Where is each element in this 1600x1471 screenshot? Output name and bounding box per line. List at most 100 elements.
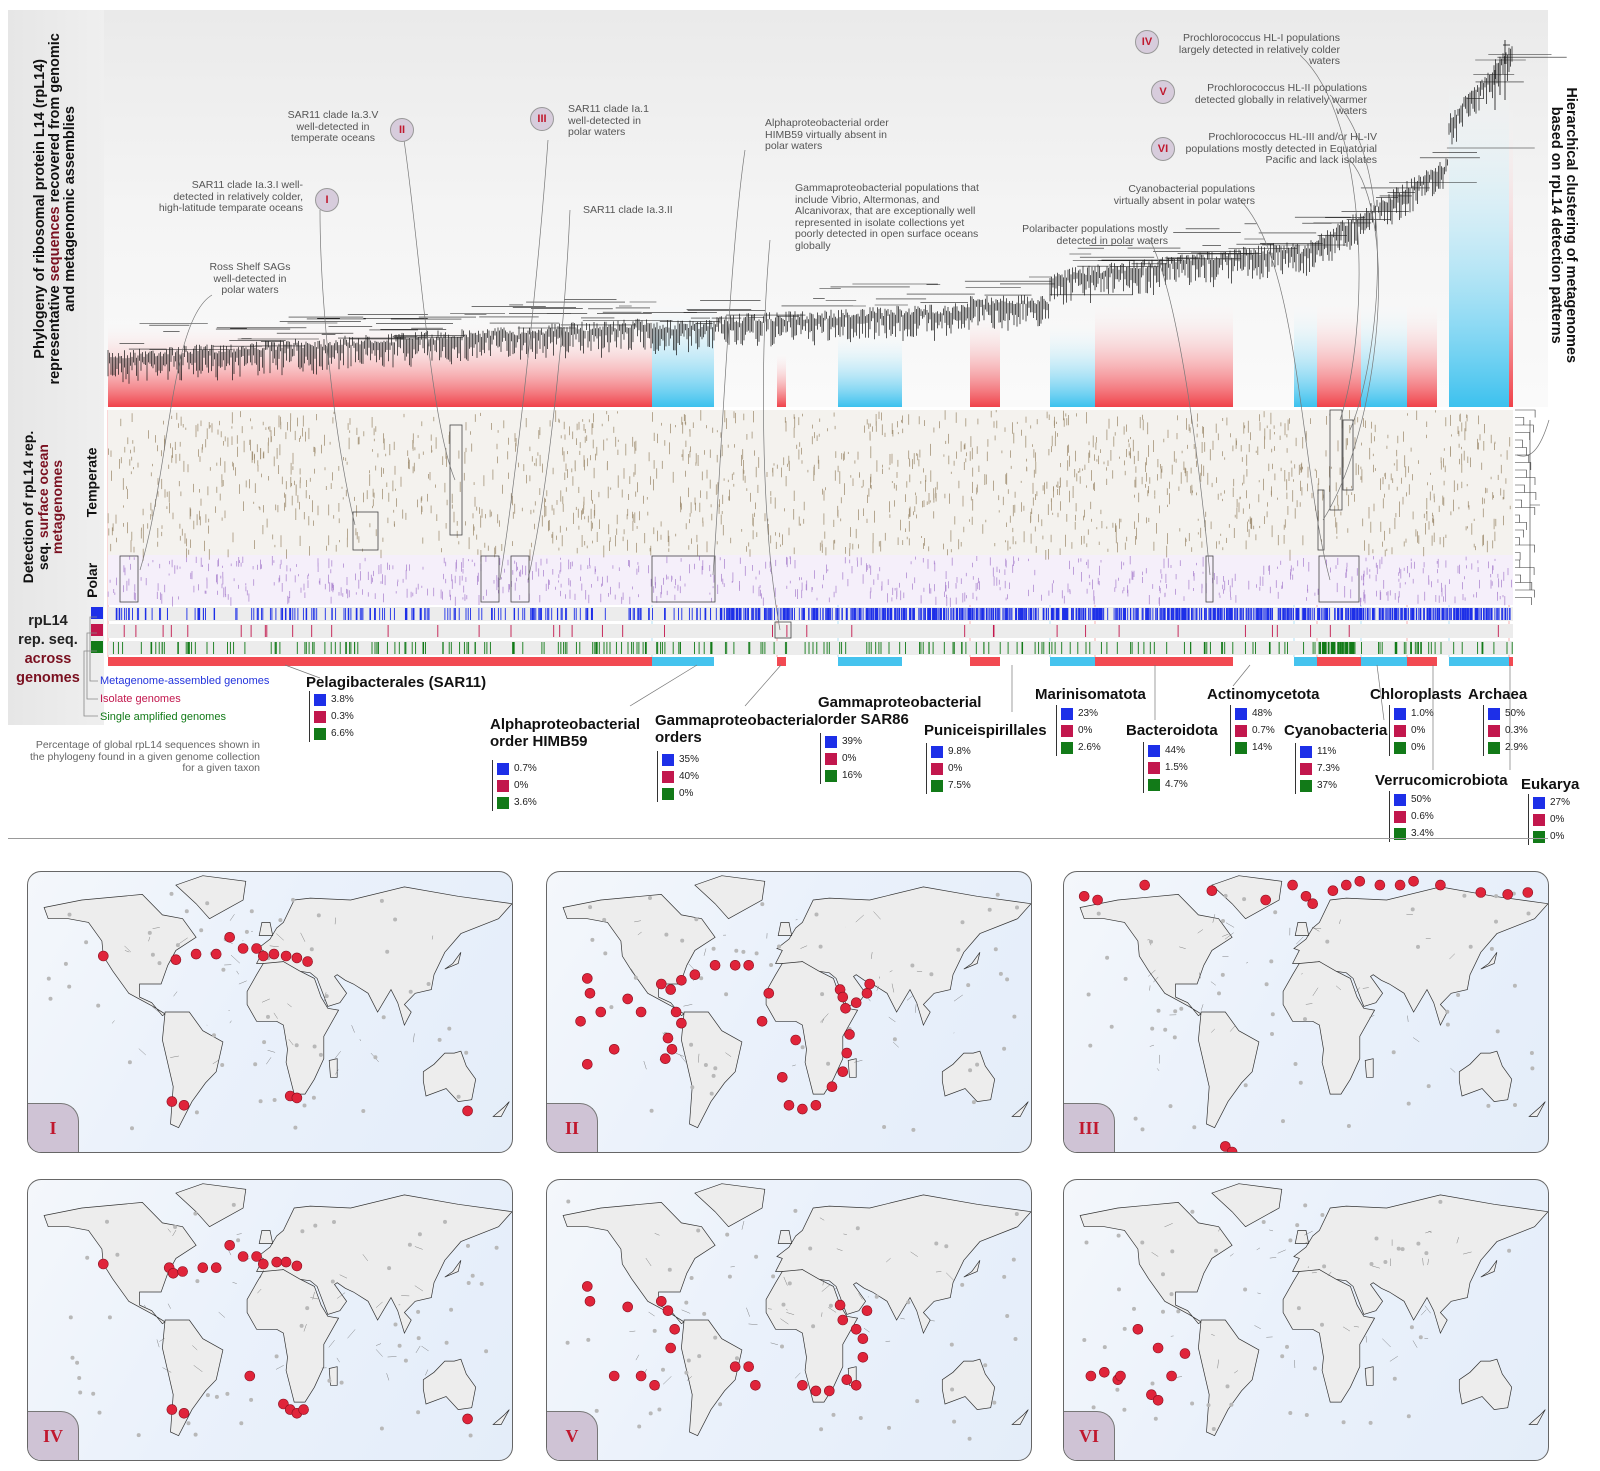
detection-site [840,1003,851,1014]
detection-site [244,1370,256,1382]
marker-I: I [315,188,339,212]
world-map-IV [43,1183,512,1438]
taxon-stats-verrucomicrobiota: 50% 0.6% 3.4% [1389,791,1434,842]
annotation-clade-Ia3V: SAR11 clade Ia.3.V well-detected in temp… [287,109,379,145]
rep-seq-line1: rpL14 [28,613,68,629]
detection-site [291,1260,303,1272]
detection-site [837,1066,849,1077]
detection-site [756,1016,768,1027]
legend-sag: Single amplified genomes [100,711,226,723]
detection-site [797,1103,808,1115]
detection-site [850,997,862,1008]
detection-site [841,1047,853,1059]
taxon-label-archaea: Archaea [1468,686,1528,703]
detection-site [237,943,249,954]
detection-site [864,978,876,990]
detection-site [224,1240,235,1251]
rep-seq-line4: genomes [16,670,80,686]
detection-site [850,1324,862,1335]
map-label-VI: VI [1064,1411,1115,1460]
annotation-clade-Ia1: SAR11 clade Ia.1 well-detected in polar … [568,103,649,139]
map-panel-III: III [1063,871,1549,1153]
detection-site [729,1361,741,1372]
taxon-label-actinomycetota: Actinomycetota [1207,686,1320,703]
detection-site [595,1006,607,1018]
highlight-box-IV [1329,409,1343,511]
detection-site [291,952,303,964]
map-label-II: II [547,1103,598,1152]
annotation-clade-Ia3II: SAR11 clade Ia.3.II [583,204,673,216]
detection-site [584,988,596,999]
taxon-stats-archaea: 50% 0.3% 2.9% [1483,705,1528,756]
detection-site [197,1262,209,1273]
taxon-stats-chloroplasts: 1.0% 0% 0% [1389,705,1434,756]
map-panel-I: I [27,871,513,1153]
detection-site [1152,1342,1164,1354]
detection-site [850,1380,862,1391]
world-map-II [562,875,1031,1132]
annotation-hl-III-IV: Prochlorococcus HL-III and/or HL-IV popu… [1185,131,1377,167]
detection-site [660,1053,671,1064]
taxon-label-puniceispirillales: Puniceispirillales [924,722,1047,739]
genome-type-legend: Metagenome-assembled genomes Isolate gen… [100,672,269,726]
detection-site [810,1385,822,1397]
detection-site [861,1305,873,1316]
phylogeny-heatmap-graphic [107,40,1567,770]
detection-site [670,1006,682,1018]
annotation-himb59: Alphaproteobacterial order HIMB59 virtua… [765,117,889,153]
left-label-bg [8,10,104,725]
detection-site [1206,885,1218,897]
detection-site [662,1032,674,1044]
figure-top: Phylogeny of ribosomal protein L14 (rpL1… [8,10,1580,845]
detection-site [1408,876,1419,887]
detection-site [622,993,633,1005]
detection-site [1132,1324,1144,1335]
detection-site [581,1059,593,1070]
detection-site [575,1016,586,1027]
detection-site [167,1268,179,1279]
detection-site [665,984,676,995]
highlight-box-ross [119,555,139,603]
highlight-box-polaribacter [1205,555,1214,603]
detection-site [709,960,721,971]
annotation-cyano: Cyanobacterial populations virtually abs… [1113,183,1255,207]
world-map-VI [1079,1183,1548,1437]
highlight-box-Ia32 [510,555,530,603]
detection-site [462,1413,473,1425]
taxon-label-bacteroidota: Bacteroidota [1126,722,1218,739]
taxon-label-verrucomicrobiota: Verrucomicrobiota [1375,772,1508,789]
detection-site [1475,887,1487,898]
taxon-stats-bacteroidota: 44% 1.5% 4.7% [1143,742,1188,793]
detection-site [1502,889,1514,900]
detection-site [1394,879,1406,891]
annotation-polaribacter: Polaribacter populations mostly detected… [1022,223,1168,247]
map-label-V: V [547,1411,598,1460]
legend-square-sag [91,641,103,653]
detection-site [98,1258,109,1270]
detection-site [258,950,269,962]
detection-site [635,1370,647,1382]
detection-site [271,1256,282,1268]
detection-site [797,1380,808,1391]
taxon-stats-marinisomatota: 23% 0% 2.6% [1056,705,1101,756]
legend-mag: Metagenome-assembled genomes [100,675,270,687]
detection-site [689,969,701,980]
annotation-hl-I: Prochlorococcus HL-I populations largely… [1178,32,1340,68]
legend-isolate: Isolate genomes [100,693,181,705]
detection-site [178,1100,190,1111]
map-panel-V: V [546,1179,1032,1461]
detection-site [210,948,222,960]
detection-site [1435,879,1446,891]
detection-site [1152,1395,1164,1406]
taxon-label-eukarya: Eukarya [1521,776,1580,793]
detection-site [743,960,754,971]
detection-site [826,1081,838,1092]
detection-site [810,1100,822,1111]
detection-site [462,1105,473,1117]
highlight-box-cyano [1318,555,1360,603]
detection-site [1260,894,1271,906]
detection-site [834,1299,846,1311]
highlight-box-I [352,511,379,551]
taxon-stats-eukarya: 27% 0% 0% [1528,794,1570,845]
map-label-IV: IV [28,1411,79,1460]
